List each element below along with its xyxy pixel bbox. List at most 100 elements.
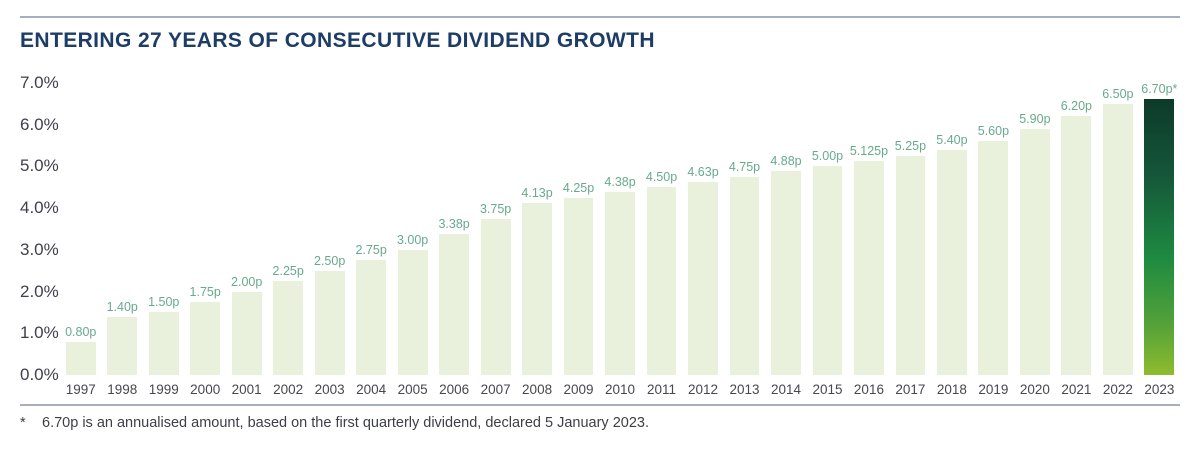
year-label-2008: 2008 [522,382,553,397]
bar-value-label: 5.00p [811,149,844,164]
bar-value-label: 3.00p [396,232,429,247]
bar-value-label: 6.20p [1060,99,1092,114]
top-divider [20,16,1180,18]
bar-value-label: 2.25p [272,264,304,279]
year-label-2011: 2011 [647,382,677,397]
bar-value-label: 1.40p [106,299,138,314]
bar-1998 [107,316,138,375]
year-label-2016: 2016 [853,382,884,397]
y-axis: 7.0% 6.0% 5.0% 4.0% 3.0% 2.0% 1.0% 0.0% [20,74,62,384]
bar-2001 [231,291,262,375]
year-label-2023: 2023 [1144,382,1175,397]
bar-value-label: 6.50p [1102,86,1134,101]
bar-slot-2015: 5.00p [807,83,848,375]
bar-value-label: 4.38p [604,175,636,190]
bar-value-label: 4.50p [645,170,678,185]
y-axis-tick: 5.0% [20,156,59,176]
bar-slot-1997: 0.80p [60,83,101,375]
year-label-2019: 2019 [978,382,1009,397]
bar-value-label: 5.25p [894,139,927,153]
bar-2018 [936,149,967,375]
bar-2021 [1061,116,1092,375]
bar-value-label: 4.63p [687,164,719,179]
bar-2020 [1019,128,1050,375]
bar-slot-2000: 1.75p [184,83,225,375]
bar-slot-2017: 5.25p [890,83,931,375]
bar-2012 [688,181,718,375]
bar-value-label: 2.50p [314,253,346,268]
year-label-2021: 2021 [1061,382,1092,397]
year-label-1999: 1999 [148,382,179,397]
year-label-2004: 2004 [356,382,387,397]
bar-slot-2005: 3.00p [392,83,433,375]
year-label-2010: 2010 [605,382,636,397]
bar-slot-2018: 5.40p [931,83,972,375]
bar-value-label: 4.88p [770,154,802,169]
bar-slot-2016: 5.125p [848,83,889,375]
year-label-2018: 2018 [936,382,967,397]
year-label-2017: 2017 [895,382,926,397]
bar-slot-2011: 4.50p [641,83,682,375]
bar-2016 [854,161,884,375]
x-axis-years: 1997 1998 1999 2000 2001 2002 2003 2004 2005 2006… [60,382,1180,397]
plot-area: 0.80p 1.40p 1.50p 1.75p 2.00p 2.25p 2.50p 2.75p… [60,83,1180,375]
bar-slot-2010: 4.38p [599,83,640,375]
bar-value-label: 3.75p [479,201,512,216]
bar-value-label: 2.75p [355,243,387,258]
bar-2007 [480,218,511,375]
bar-2011 [646,187,677,375]
bar-value-label: 1.75p [189,285,221,299]
bar-value-label: 4.13p [521,185,553,200]
year-label-2006: 2006 [439,382,470,397]
bar-slot-2013: 4.75p [724,83,765,375]
bar-2022 [1102,103,1133,375]
bar-slot-2006: 3.38p [433,83,474,375]
y-axis-tick: 7.0% [20,73,59,92]
bar-1997 [65,341,96,375]
year-label-2002: 2002 [273,382,304,397]
year-label-2007: 2007 [480,382,511,397]
bar-slot-2023: 6.70p* [1139,83,1180,375]
y-axis-tick: 0.0% [20,365,59,384]
bar-value-label: 5.60p [977,124,1010,139]
year-label-2001: 2001 [231,382,262,397]
bar-slot-2020: 5.90p [1014,83,1055,375]
bar-value-label: 1.50p [148,295,180,310]
bar-2014 [771,171,801,375]
year-label-2003: 2003 [314,382,345,397]
bar-2000 [190,302,221,375]
bar-value-label: 5.125p [849,144,889,159]
year-label-2013: 2013 [729,382,760,397]
bar-2008 [522,202,552,375]
bar-1999 [148,312,179,375]
bar-slot-2001: 2.00p [226,83,267,375]
bar-value-label: 6.70p* [1141,82,1178,96]
bar-slot-2019: 5.60p [973,83,1014,375]
bar-value-label: 5.40p [936,132,968,147]
bar-value-label: 3.38p [438,217,470,232]
bottom-divider [20,404,1180,406]
page-title: ENTERING 27 YEARS OF CONSECUTIVE DIVIDEN… [20,29,655,52]
y-axis-tick: 4.0% [20,198,59,218]
bar-2019 [978,141,1009,375]
bar-value-label: 4.75p [728,159,761,174]
year-label-2012: 2012 [687,382,719,397]
bar-2015 [812,166,843,375]
footnote-text: 6.70p is an annualised amount, based on … [42,415,649,431]
bar-slot-2007: 3.75p [475,83,516,375]
bar-slot-2014: 4.88p [765,83,806,375]
dividend-growth-chart: 7.0% 6.0% 5.0% 4.0% 3.0% 2.0% 1.0% 0.0% 0.80p 1.… [20,74,1180,398]
bar-slot-2009: 4.25p [558,83,599,375]
year-label-2014: 2014 [770,382,801,397]
year-label-2020: 2020 [1019,382,1050,397]
bar-value-label: 5.90p [1019,111,1051,126]
bar-2009 [563,197,594,375]
y-axis-tick: 1.0% [20,323,59,343]
page: ENTERING 27 YEARS OF CONSECUTIVE DIVIDEN… [0,16,1200,431]
y-axis-tick: 6.0% [20,114,59,134]
bar-2010 [605,192,635,375]
bar-2002 [273,281,304,375]
bar-value-label: 4.25p [562,180,595,195]
bar-slot-2008: 4.13p [516,83,557,375]
bar-slot-2012: 4.63p [682,83,723,375]
